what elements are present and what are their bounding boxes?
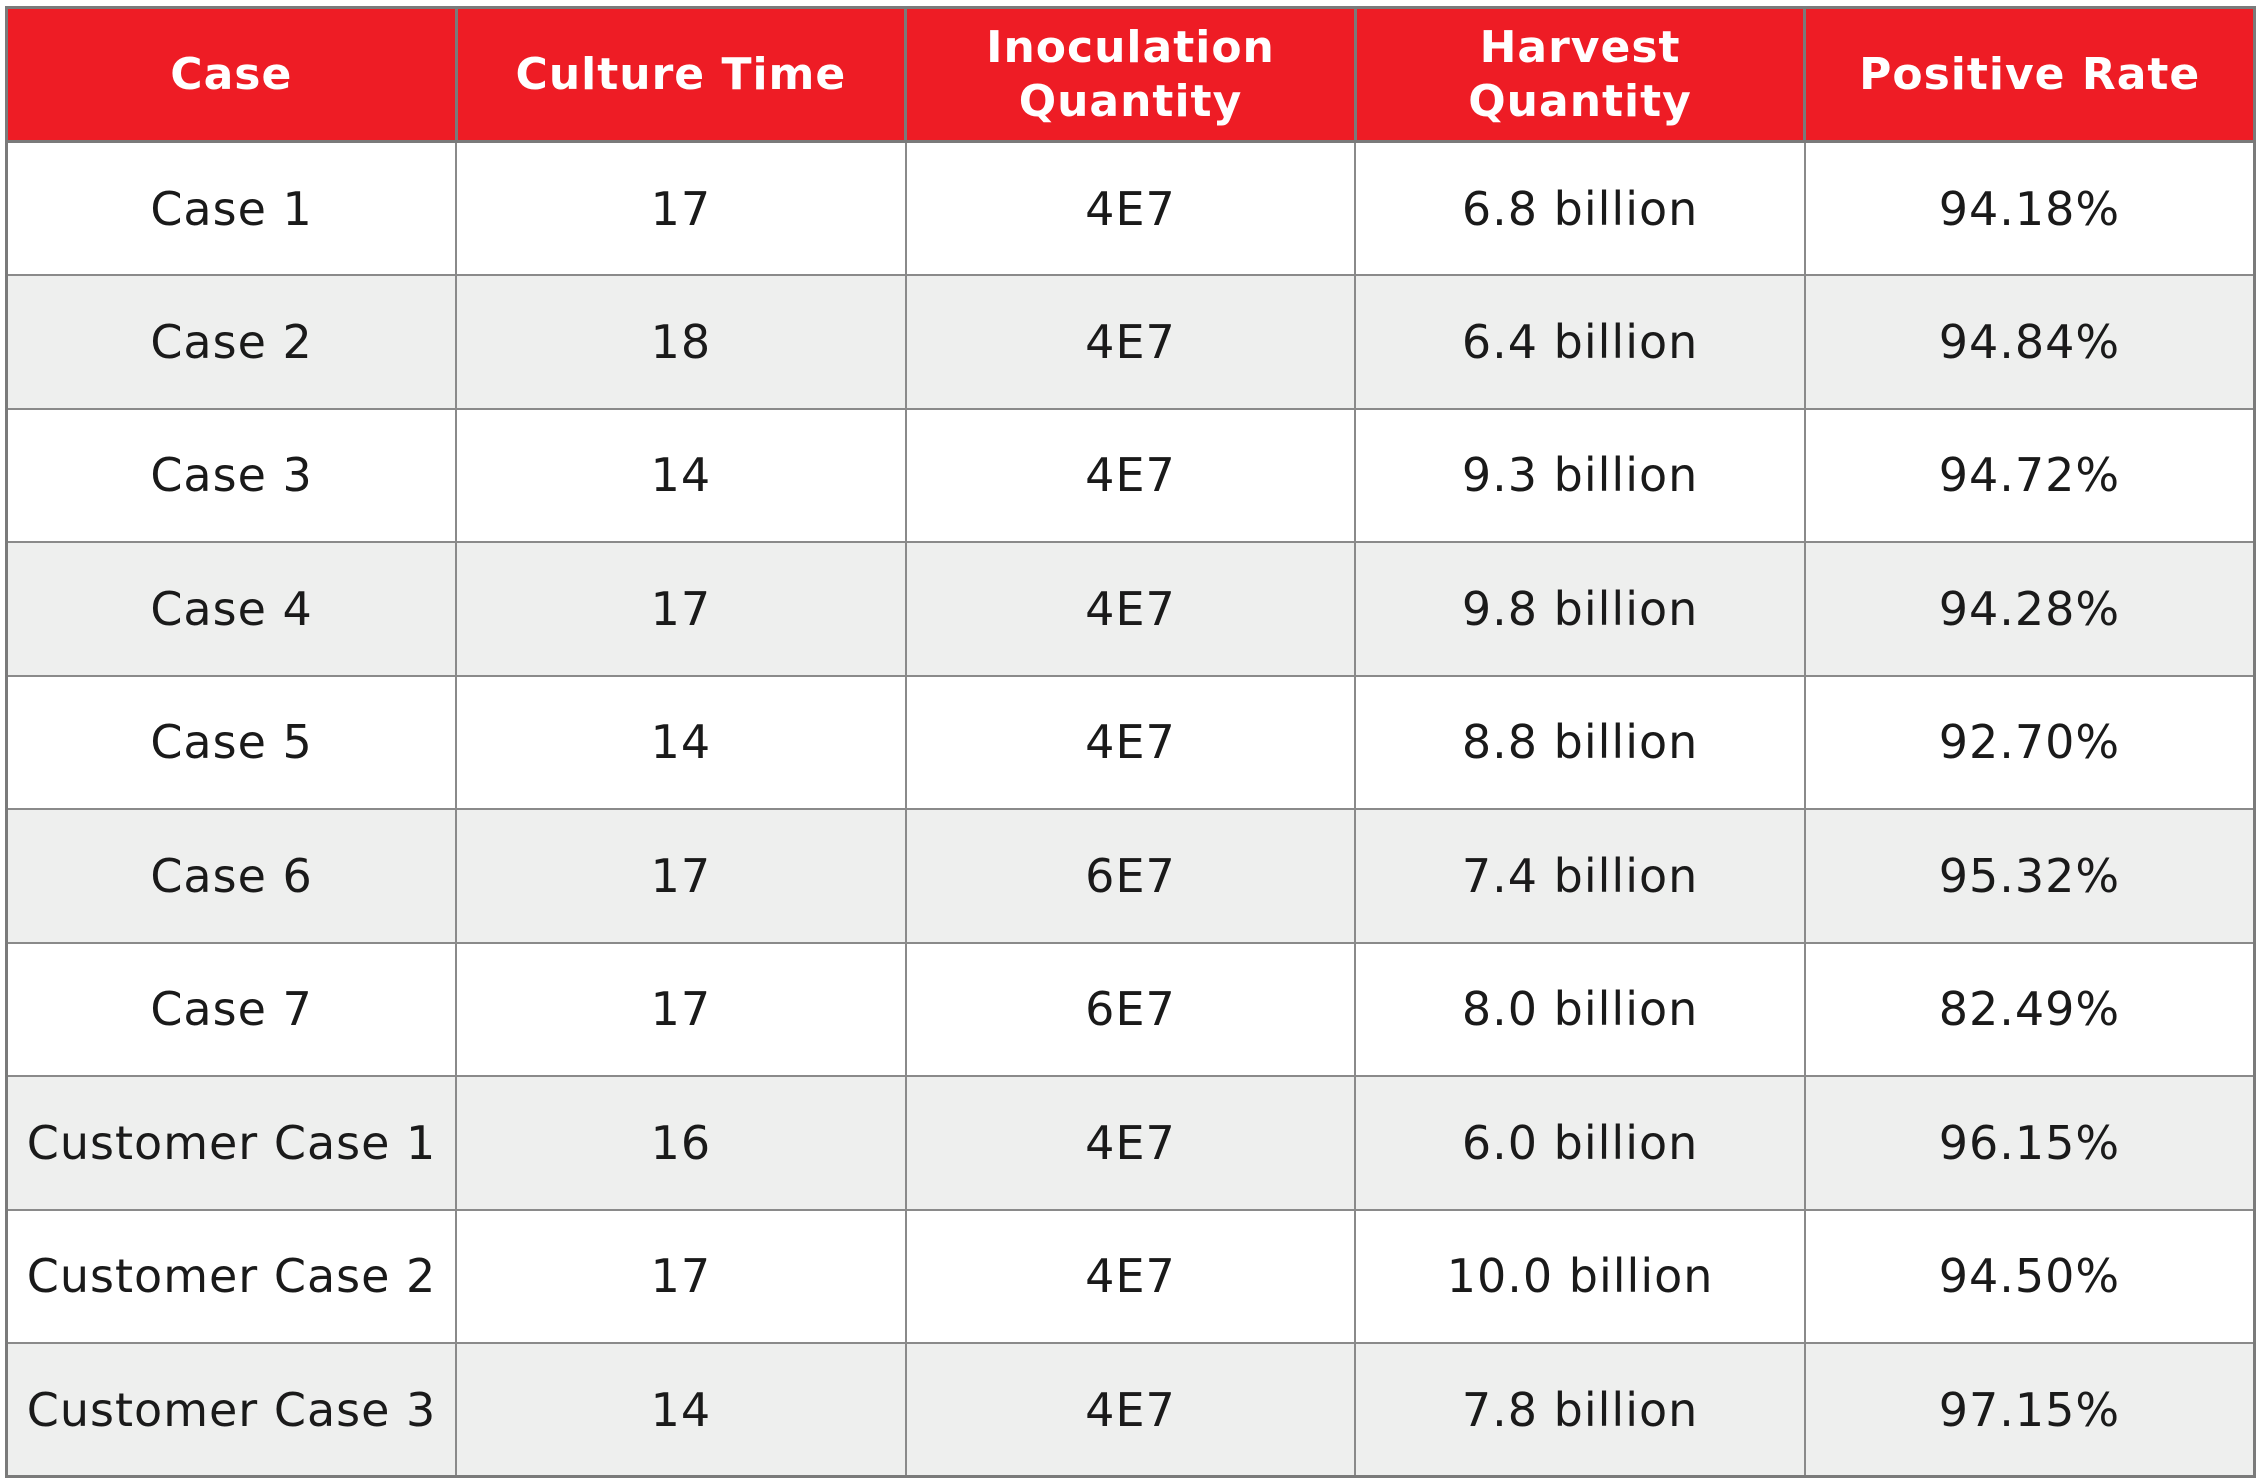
table-body: Case 1 17 4E7 6.8 billion 94.18% Case 2 18 4E7 6… bbox=[6, 141, 2256, 1478]
table-row: Case 3 14 4E7 9.3 billion 94.72% bbox=[6, 408, 2256, 543]
table-row: Case 5 14 4E7 8.8 billion 92.70% bbox=[6, 675, 2256, 810]
cell-positive-rate: 82.49% bbox=[1804, 942, 2256, 1077]
cell-case: Customer Case 1 bbox=[6, 1076, 458, 1211]
cell-positive-rate: 97.15% bbox=[1804, 1343, 2256, 1478]
cell-harvest-quantity: 6.0 billion bbox=[1355, 1076, 1806, 1211]
cell-positive-rate: 96.15% bbox=[1804, 1076, 2256, 1211]
cell-culture-time: 18 bbox=[456, 275, 907, 410]
cell-inoculation-quantity: 4E7 bbox=[905, 675, 1357, 810]
column-header-culture-time: Culture Time bbox=[456, 7, 908, 143]
cell-positive-rate: 92.70% bbox=[1804, 675, 2256, 810]
cell-inoculation-quantity: 4E7 bbox=[905, 542, 1357, 677]
cell-case: Case 6 bbox=[6, 809, 458, 944]
cell-case: Case 2 bbox=[6, 275, 458, 410]
cell-case: Case 7 bbox=[6, 942, 458, 1077]
column-header-harvest-quantity: Harvest Quantity bbox=[1355, 7, 1807, 143]
cell-case: Customer Case 2 bbox=[6, 1209, 458, 1344]
table-row: Customer Case 2 17 4E7 10.0 billion 94.50% bbox=[6, 1209, 2256, 1344]
table-row: Customer Case 3 14 4E7 7.8 billion 97.15% bbox=[6, 1343, 2256, 1478]
cell-harvest-quantity: 8.8 billion bbox=[1355, 675, 1806, 810]
cell-case: Case 3 bbox=[6, 408, 458, 543]
header-row: Case Culture Time Inoculation Quantity H… bbox=[6, 7, 2256, 143]
cell-harvest-quantity: 7.4 billion bbox=[1355, 809, 1806, 944]
table-header: Case Culture Time Inoculation Quantity H… bbox=[6, 7, 2256, 143]
cell-harvest-quantity: 9.8 billion bbox=[1355, 542, 1806, 677]
table-row: Case 2 18 4E7 6.4 billion 94.84% bbox=[6, 275, 2256, 410]
cell-positive-rate: 94.50% bbox=[1804, 1209, 2256, 1344]
cell-case: Case 1 bbox=[6, 141, 458, 276]
cell-harvest-quantity: 6.8 billion bbox=[1355, 141, 1806, 276]
table-row: Case 4 17 4E7 9.8 billion 94.28% bbox=[6, 542, 2256, 677]
cell-harvest-quantity: 6.4 billion bbox=[1355, 275, 1806, 410]
cell-inoculation-quantity: 6E7 bbox=[905, 809, 1357, 944]
cell-case: Case 4 bbox=[6, 542, 458, 677]
cell-positive-rate: 95.32% bbox=[1804, 809, 2256, 944]
cell-case: Customer Case 3 bbox=[6, 1343, 458, 1478]
column-header-positive-rate: Positive Rate bbox=[1804, 7, 2256, 143]
cell-harvest-quantity: 9.3 billion bbox=[1355, 408, 1806, 543]
cell-inoculation-quantity: 4E7 bbox=[905, 275, 1357, 410]
cell-positive-rate: 94.18% bbox=[1804, 141, 2256, 276]
cell-inoculation-quantity: 4E7 bbox=[905, 1076, 1357, 1211]
cell-culture-time: 17 bbox=[456, 1209, 907, 1344]
cell-culture-time: 14 bbox=[456, 675, 907, 810]
results-table-container: Case Culture Time Inoculation Quantity H… bbox=[5, 6, 2256, 1478]
column-header-inoculation-quantity: Inoculation Quantity bbox=[905, 7, 1357, 143]
cell-harvest-quantity: 7.8 billion bbox=[1355, 1343, 1806, 1478]
cell-positive-rate: 94.72% bbox=[1804, 408, 2256, 543]
table-row: Customer Case 1 16 4E7 6.0 billion 96.15% bbox=[6, 1076, 2256, 1211]
cell-positive-rate: 94.28% bbox=[1804, 542, 2256, 677]
cell-inoculation-quantity: 4E7 bbox=[905, 408, 1357, 543]
cell-inoculation-quantity: 4E7 bbox=[905, 1209, 1357, 1344]
cell-inoculation-quantity: 6E7 bbox=[905, 942, 1357, 1077]
cell-culture-time: 14 bbox=[456, 408, 907, 543]
results-table: Case Culture Time Inoculation Quantity H… bbox=[5, 6, 2256, 1478]
cell-positive-rate: 94.84% bbox=[1804, 275, 2256, 410]
column-header-case: Case bbox=[6, 7, 458, 143]
cell-culture-time: 17 bbox=[456, 542, 907, 677]
cell-culture-time: 17 bbox=[456, 809, 907, 944]
cell-harvest-quantity: 10.0 billion bbox=[1355, 1209, 1806, 1344]
cell-case: Case 5 bbox=[6, 675, 458, 810]
cell-inoculation-quantity: 4E7 bbox=[905, 141, 1357, 276]
table-row: Case 6 17 6E7 7.4 billion 95.32% bbox=[6, 809, 2256, 944]
cell-inoculation-quantity: 4E7 bbox=[905, 1343, 1357, 1478]
cell-harvest-quantity: 8.0 billion bbox=[1355, 942, 1806, 1077]
cell-culture-time: 17 bbox=[456, 942, 907, 1077]
table-row: Case 7 17 6E7 8.0 billion 82.49% bbox=[6, 942, 2256, 1077]
cell-culture-time: 16 bbox=[456, 1076, 907, 1211]
cell-culture-time: 14 bbox=[456, 1343, 907, 1478]
table-row: Case 1 17 4E7 6.8 billion 94.18% bbox=[6, 141, 2256, 276]
cell-culture-time: 17 bbox=[456, 141, 907, 276]
